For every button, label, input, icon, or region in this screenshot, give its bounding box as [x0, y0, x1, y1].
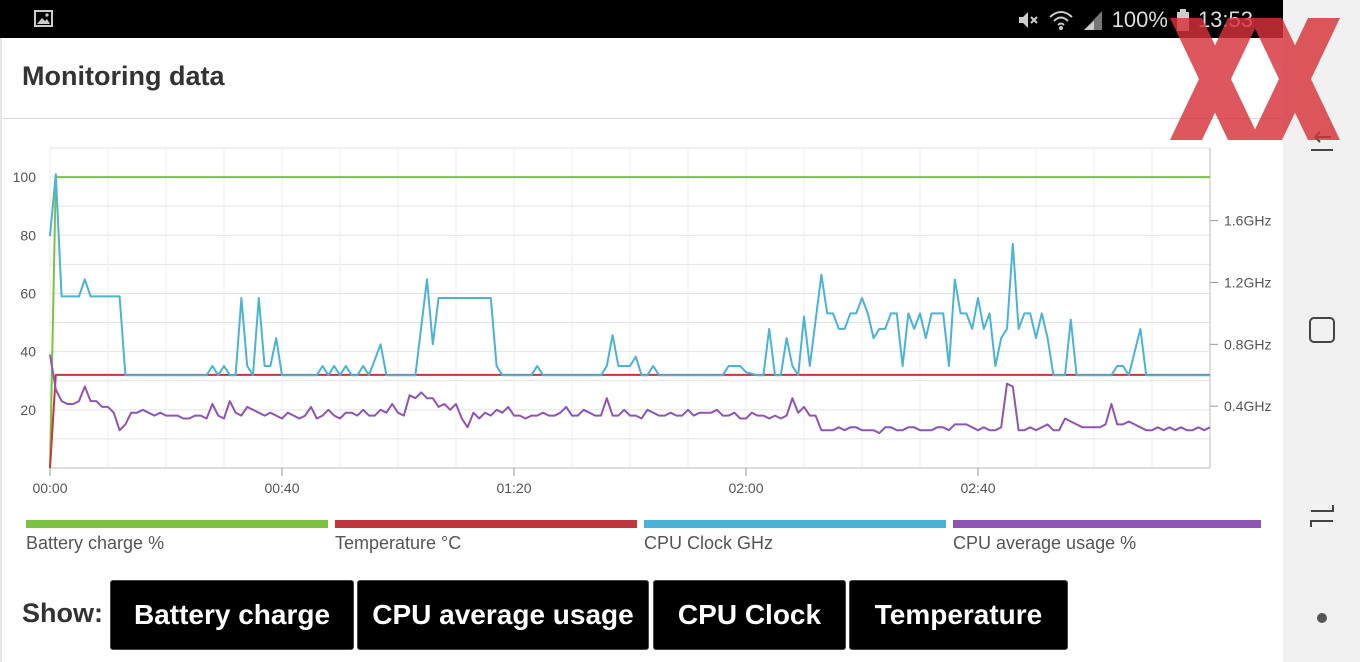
app-window: Monitoring data 100 80 60 40 20 1.6GHz 1.2GHz 0… — [0, 38, 1283, 662]
battery-percent: 100% — [1111, 7, 1168, 32]
series-line-temperature-c — [49, 373, 1210, 469]
legend-label-temperature: Temperature °C — [335, 533, 462, 553]
app-bar: Monitoring data — [2, 38, 1283, 119]
right-axis-tick-label: 1.2GHz — [1224, 274, 1271, 290]
left-axis-tick-label: 60 — [20, 285, 36, 301]
x-axis-tick-label: 00:40 — [264, 480, 299, 496]
right-axis-tick-label: 0.4GHz — [1224, 398, 1271, 414]
mute-icon — [1018, 12, 1038, 28]
legend-swatch-battery — [26, 520, 328, 528]
cpu-average-usage-button[interactable]: CPU average usage — [357, 580, 649, 650]
status-icons: 100% 13:53 — [1016, 6, 1253, 34]
right-axis-tick-label: 1.6GHz — [1224, 213, 1271, 229]
x-axis-tick-label: 02:00 — [728, 480, 763, 496]
recents-button[interactable] — [1283, 300, 1360, 360]
cpu-clock-button[interactable]: CPU Clock — [653, 580, 846, 650]
x-axis-tick-label: 00:00 — [32, 480, 67, 496]
left-axis-tick-label: 100 — [13, 169, 37, 185]
recents-icon — [1308, 317, 1335, 343]
home-button[interactable] — [1283, 486, 1360, 546]
series-line-cpu-clock-ghz — [49, 173, 1210, 377]
legend-label-battery: Battery charge % — [26, 533, 165, 553]
temperature-button[interactable]: Temperature — [849, 580, 1068, 650]
home-icon — [1309, 505, 1334, 527]
left-axis-tick-label: 40 — [20, 344, 36, 360]
monitoring-chart: 100 80 60 40 20 1.6GHz 1.2GHz 0.8GHz 0.4GHz 00:00… — [13, 147, 1271, 496]
legend-label-cpu-clock: CPU Clock GHz — [644, 533, 774, 553]
status-bar: 100% 13:53 — [0, 0, 1283, 38]
show-label: Show: — [22, 598, 103, 628]
x-axis-tick-label: 01:20 — [496, 480, 531, 496]
legend-swatch-cpu-usage — [953, 520, 1261, 528]
left-axis-tick-label: 80 — [20, 227, 36, 243]
legend-item-battery: Battery charge % — [26, 520, 328, 554]
legend-item-cpu-usage: CPU average usage % — [953, 520, 1261, 554]
xx-watermark-logo — [1170, 18, 1340, 140]
wifi-icon — [1048, 11, 1073, 30]
battery-charge-button[interactable]: Battery charge — [110, 580, 354, 650]
legend-label-cpu-usage: CPU average usage % — [953, 533, 1137, 553]
chart-legend: Battery charge % Temperature °C CPU Cloc… — [24, 520, 1264, 560]
image-icon — [34, 10, 53, 27]
left-axis-tick-label: 20 — [20, 402, 36, 418]
legend-swatch-cpu-clock — [644, 520, 946, 528]
menu-dot-icon — [1316, 613, 1327, 623]
series-line-cpu-average-usage — [49, 354, 1211, 435]
right-axis-tick-label: 0.8GHz — [1224, 336, 1271, 352]
menu-button[interactable] — [1283, 588, 1360, 648]
legend-swatch-temperature — [335, 520, 637, 528]
legend-item-temperature: Temperature °C — [335, 520, 637, 554]
legend-item-cpu-clock: CPU Clock GHz — [644, 520, 946, 554]
x-axis-tick-label: 02:40 — [960, 480, 995, 496]
page-title: Monitoring data — [22, 61, 225, 91]
signal-icon — [1083, 11, 1102, 30]
